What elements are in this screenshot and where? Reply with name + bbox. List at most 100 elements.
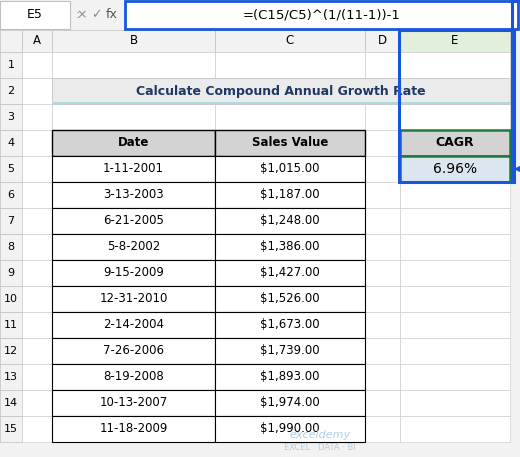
Bar [52, 260, 215, 286]
Bar [22, 416, 52, 442]
Bar [400, 234, 510, 260]
Bar [400, 30, 510, 52]
Bar [52, 78, 215, 104]
Bar [215, 416, 365, 442]
Text: 13: 13 [4, 372, 18, 382]
Bar [52, 52, 215, 78]
Bar [22, 286, 52, 312]
Bar [0, 0, 520, 30]
Bar [365, 130, 400, 156]
Bar [22, 30, 52, 52]
Text: 1-11-2001: 1-11-2001 [103, 163, 164, 175]
Text: 10: 10 [4, 294, 18, 304]
Bar [0, 78, 22, 104]
Bar [0, 234, 22, 260]
Bar [215, 312, 365, 338]
Bar [365, 182, 400, 208]
Bar [365, 52, 400, 78]
Bar [215, 30, 365, 52]
Text: $1,893.00: $1,893.00 [260, 371, 320, 383]
Bar [22, 130, 52, 156]
Text: Sales Value: Sales Value [252, 137, 328, 149]
Text: $1,015.00: $1,015.00 [260, 163, 320, 175]
Text: E: E [451, 34, 459, 48]
Bar [365, 338, 400, 364]
Bar [365, 208, 400, 234]
Bar [215, 416, 365, 442]
Bar [400, 364, 510, 390]
Bar [215, 286, 365, 312]
Bar [0, 390, 22, 416]
Text: 7-26-2006: 7-26-2006 [103, 345, 164, 357]
Bar [400, 390, 510, 416]
Bar [215, 156, 365, 182]
Text: $1,248.00: $1,248.00 [260, 214, 320, 228]
Bar [0, 286, 22, 312]
Bar [0, 416, 22, 442]
Bar [400, 156, 510, 182]
Bar [22, 234, 52, 260]
Bar [22, 208, 52, 234]
Bar [215, 260, 365, 286]
Text: exceldemy: exceldemy [290, 430, 350, 440]
Bar [52, 130, 215, 156]
Bar [0, 104, 22, 130]
Bar [215, 234, 365, 260]
Text: $1,974.00: $1,974.00 [260, 397, 320, 409]
Bar [52, 234, 215, 260]
Bar [215, 104, 365, 130]
Bar [400, 156, 510, 182]
Text: 10-13-2007: 10-13-2007 [99, 397, 167, 409]
Bar [22, 156, 52, 182]
Bar [22, 312, 52, 338]
Bar [215, 390, 365, 416]
Text: 5: 5 [7, 164, 15, 174]
Text: E5: E5 [27, 9, 43, 21]
Text: $1,526.00: $1,526.00 [260, 292, 320, 305]
Text: $1,739.00: $1,739.00 [260, 345, 320, 357]
Bar [52, 390, 215, 416]
Bar [52, 234, 215, 260]
Bar [400, 260, 510, 286]
Text: 14: 14 [4, 398, 18, 408]
Bar [52, 78, 510, 104]
Bar [52, 286, 215, 312]
Text: 5-8-2002: 5-8-2002 [107, 240, 160, 254]
Bar [0, 1, 70, 29]
Bar [52, 156, 215, 182]
Bar [215, 390, 365, 416]
Bar [52, 416, 215, 442]
Text: 2: 2 [7, 86, 15, 96]
Text: 11: 11 [4, 320, 18, 330]
Bar [400, 416, 510, 442]
Text: Calculate Compound Annual Growth Rate: Calculate Compound Annual Growth Rate [136, 85, 426, 97]
Bar [365, 156, 400, 182]
Text: 7: 7 [7, 216, 15, 226]
Text: 3: 3 [7, 112, 15, 122]
Text: 2-14-2004: 2-14-2004 [103, 319, 164, 331]
Bar [400, 338, 510, 364]
Bar [0, 312, 22, 338]
Bar [400, 78, 510, 104]
Bar [215, 182, 365, 208]
Bar [125, 1, 518, 29]
Text: 8-19-2008: 8-19-2008 [103, 371, 164, 383]
Text: 6-21-2005: 6-21-2005 [103, 214, 164, 228]
Bar [215, 338, 365, 364]
Bar [215, 156, 365, 182]
Bar [52, 312, 215, 338]
Bar [22, 260, 52, 286]
Bar [215, 260, 365, 286]
Bar [52, 364, 215, 390]
Bar [52, 208, 215, 234]
Bar [215, 78, 365, 104]
Bar [52, 338, 215, 364]
Text: EXCEL · DATA · BI: EXCEL · DATA · BI [284, 442, 356, 452]
Bar [52, 312, 215, 338]
Bar [400, 130, 510, 156]
Text: 1: 1 [7, 60, 15, 70]
Text: 6.96%: 6.96% [433, 162, 477, 176]
Bar [52, 416, 215, 442]
Bar [365, 364, 400, 390]
Text: B: B [129, 34, 138, 48]
